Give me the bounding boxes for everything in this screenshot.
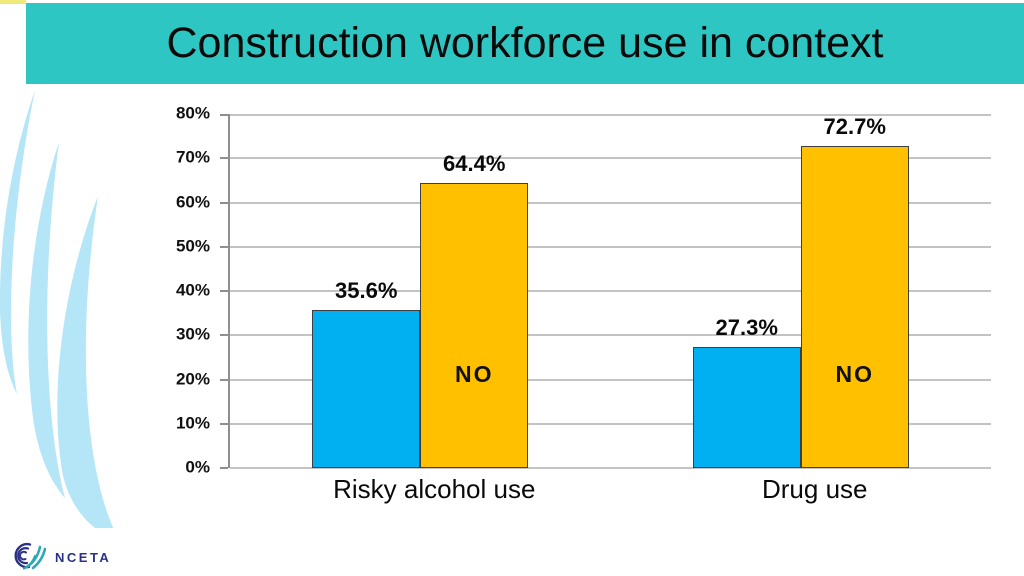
slide-title: Construction workforce use in context: [166, 19, 884, 67]
y-axis-tick: [220, 114, 228, 116]
x-axis-labels: Risky alcohol use Drug use: [228, 472, 989, 508]
bar-users: [692, 347, 801, 468]
gridline: [230, 157, 991, 160]
bar-value-label: 35.6%: [335, 278, 398, 304]
category-label: Drug use: [762, 474, 868, 504]
y-tick-label: 70%: [175, 147, 210, 167]
gridline: [230, 201, 991, 204]
corner-accent: [0, 0, 26, 4]
gridline: [230, 378, 991, 381]
y-axis: 0% 10% 20% 30% 40% 50% 60% 70% 80%: [138, 104, 210, 477]
nceta-logo-icon: [14, 542, 46, 570]
gridline: [230, 290, 991, 292]
y-tick-label: 0%: [185, 457, 210, 477]
swoosh-decoration: [0, 90, 114, 528]
y-tick-label: 60%: [175, 192, 210, 212]
bar-non-users: [800, 146, 909, 468]
y-axis-tick: [220, 334, 228, 337]
category-label: Risky alcohol use: [333, 474, 536, 504]
plot-area: 35.6% 64.4% NO 27.3% 72.7% NO: [220, 114, 991, 469]
gridline: [230, 245, 991, 248]
y-axis-tick: [220, 467, 228, 469]
y-tick-label: 40%: [175, 280, 210, 300]
y-axis-tick: [220, 422, 228, 425]
y-tick-label: 10%: [175, 413, 210, 433]
y-axis-tick: [220, 157, 228, 160]
bar-value-label: 64.4%: [443, 151, 506, 177]
y-axis-tick: [220, 201, 228, 204]
gridline: [230, 334, 991, 337]
y-tick-label: 80%: [175, 103, 210, 123]
y-tick-label: 50%: [175, 236, 210, 256]
y-axis-tick: [220, 290, 228, 292]
gridline: [230, 467, 991, 469]
bar-inner-label: NO: [455, 361, 494, 387]
y-axis-tick: [220, 378, 228, 381]
bar-non-users: [420, 183, 529, 468]
nceta-logo: NCETA: [6, 540, 111, 572]
bar-value-label: 72.7%: [823, 114, 886, 140]
y-axis-tick: [220, 245, 228, 248]
gridline: [230, 114, 991, 116]
y-tick-label: 30%: [175, 324, 210, 344]
gridline: [230, 422, 991, 425]
bar-value-label: 27.3%: [715, 315, 778, 341]
bar-users: [312, 310, 421, 468]
y-tick-label: 20%: [175, 369, 210, 389]
title-banner: Construction workforce use in context: [26, 3, 1024, 84]
nceta-logo-text: NCETA: [55, 549, 112, 565]
bar-inner-label: NO: [835, 361, 874, 387]
